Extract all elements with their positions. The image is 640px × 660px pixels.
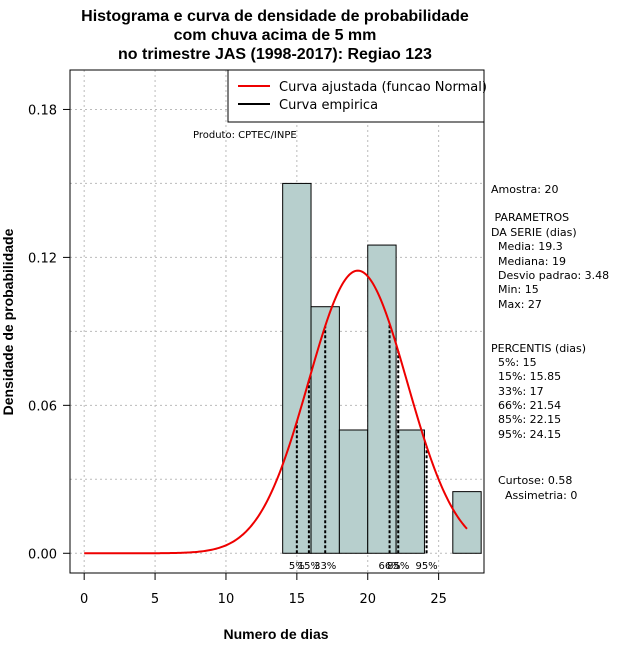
stats-amostra: Amostra: 20 bbox=[491, 183, 558, 196]
histogram-bar-2 bbox=[338, 429, 369, 554]
percentile-label-33%: 33% bbox=[314, 561, 336, 572]
stats-param-0: PARAMETROS bbox=[491, 211, 569, 224]
product-note: Produto: CPTEC/INPE bbox=[193, 130, 297, 141]
x-tick-label-5: 25 bbox=[430, 592, 447, 607]
y-tick-label-2: 0.12 bbox=[28, 251, 57, 266]
stats-pct-0: PERCENTIS (dias) bbox=[491, 342, 586, 355]
stats-panel: Amostra: 20 PARAMETROS DA SERIE (dias) M… bbox=[491, 183, 609, 502]
stats-pct-3: 33%: 17 bbox=[491, 385, 544, 398]
y-tick-label-1: 0.06 bbox=[28, 399, 57, 414]
chart-title-line-1: Histograma e curva de densidade de proba… bbox=[81, 8, 469, 25]
fitted-normal-curve bbox=[84, 269, 468, 555]
percentile-label-95%: 95% bbox=[415, 561, 437, 572]
x-tick-label-0: 0 bbox=[80, 592, 88, 607]
stats-param-6: Max: 27 bbox=[491, 298, 542, 311]
curve-layer bbox=[84, 269, 468, 555]
stats-param-1: DA SERIE (dias) bbox=[491, 226, 577, 239]
stats-param-3: Mediana: 19 bbox=[491, 255, 566, 268]
stats-param-2: Media: 19.3 bbox=[491, 240, 563, 253]
percentile-label-5%: 5% bbox=[289, 561, 305, 572]
stats-pct-5: 85%: 22.15 bbox=[491, 413, 561, 426]
chart-title-line-2: com chuva acima de 5 mm bbox=[174, 27, 377, 44]
legend-fitted-label: Curva ajustada (funcao Normal) bbox=[279, 80, 487, 95]
x-tick-label-3: 15 bbox=[289, 592, 306, 607]
percentile-label-85%: 85% bbox=[387, 561, 409, 572]
chart-title-line-3: no trimestre JAS (1998-2017): Regiao 123 bbox=[118, 46, 432, 63]
stats-curtose: Curtose: 0.58 bbox=[491, 474, 572, 487]
stats-pct-1: 5%: 15 bbox=[491, 356, 537, 369]
y-axis-title: Densidade de probabilidade bbox=[0, 228, 16, 415]
x-tick-label-4: 20 bbox=[359, 592, 376, 607]
stats-assimetria: Assimetria: 0 bbox=[491, 489, 577, 502]
axes-layer: 0 5 10 15 20 25 0.00 0.06 0.12 0.18 bbox=[28, 103, 447, 607]
histogram-bar-3 bbox=[367, 244, 397, 554]
y-tick-label-0: 0.00 bbox=[28, 547, 57, 562]
percentile-label-66%: 66% bbox=[378, 561, 400, 572]
stats-param-5: Min: 15 bbox=[491, 283, 539, 296]
percentile-lines-layer: 5%15%33% 66%85% 95% bbox=[289, 323, 438, 572]
x-tick-label-1: 5 bbox=[151, 592, 159, 607]
histogram-bar-6 bbox=[452, 491, 482, 554]
x-tick-label-2: 10 bbox=[218, 592, 235, 607]
stats-pct-6: 95%: 24.15 bbox=[491, 428, 561, 441]
percentile-label-15%: 15% bbox=[298, 561, 320, 572]
stats-pct-4: 66%: 21.54 bbox=[491, 399, 561, 412]
legend-box bbox=[227, 69, 485, 123]
y-tick-label-3: 0.18 bbox=[28, 103, 57, 118]
legend: Curva ajustada (funcao Normal) Curva emp… bbox=[227, 69, 487, 123]
x-axis-title: Numero de dias bbox=[223, 626, 328, 642]
stats-pct-2: 15%: 15.85 bbox=[491, 370, 561, 383]
stats-param-4: Desvio padrao: 3.48 bbox=[491, 269, 609, 282]
legend-empirical-label: Curva empirica bbox=[279, 98, 378, 113]
histogram-bar-4 bbox=[395, 429, 425, 554]
